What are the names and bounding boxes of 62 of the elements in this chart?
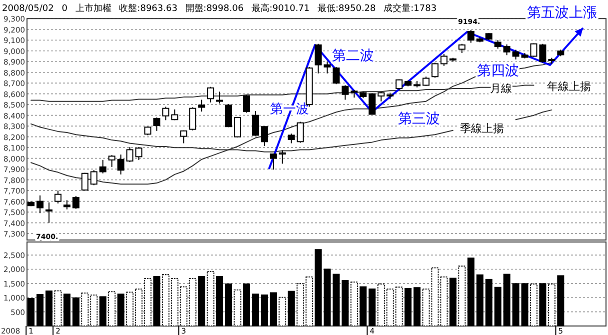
candlestick — [378, 91, 385, 102]
candlestick — [278, 150, 286, 164]
bar — [63, 294, 70, 326]
bar — [36, 294, 44, 326]
bar — [431, 267, 439, 326]
candlestick — [63, 200, 70, 210]
candlestick — [260, 126, 268, 146]
candlestick — [324, 61, 331, 74]
bar — [476, 274, 484, 326]
candlestick — [539, 43, 546, 64]
bar — [260, 294, 268, 326]
bar — [414, 287, 421, 326]
candlestick — [189, 106, 196, 131]
candlestick — [342, 84, 349, 100]
candlestick — [162, 106, 170, 121]
candlestick — [440, 54, 448, 66]
candlestick — [90, 170, 98, 186]
candlestick — [288, 133, 295, 144]
annotation: 季線上揚 — [460, 122, 504, 135]
candlestick — [503, 44, 510, 56]
candlestick — [99, 159, 106, 174]
annotation: 年線上揚 — [547, 80, 591, 93]
candlestick — [36, 194, 44, 214]
bar — [422, 288, 430, 326]
candlestick — [207, 86, 214, 103]
candlestick — [512, 49, 520, 60]
candlestick — [135, 146, 142, 160]
bar — [242, 283, 250, 326]
bar — [234, 290, 242, 326]
candlestick — [126, 146, 134, 163]
annotation: 第二波 — [332, 48, 374, 64]
bar — [252, 294, 259, 326]
candlestick — [45, 202, 52, 224]
candlestick — [332, 66, 340, 85]
candlestick — [270, 152, 277, 170]
candlestick — [252, 110, 259, 136]
bar — [440, 276, 448, 326]
candlestick — [72, 195, 80, 210]
candlestick — [431, 62, 438, 78]
annotation: 第五波上漲 — [527, 5, 597, 21]
candlestick — [234, 116, 242, 138]
candlestick — [153, 116, 160, 132]
bar — [485, 278, 492, 326]
candlestick — [242, 94, 250, 114]
annotation: 第三波 — [398, 111, 440, 127]
candlestick — [216, 91, 224, 104]
candlestick — [458, 43, 466, 54]
candlestick — [296, 121, 304, 144]
annotation: 第四波 — [477, 63, 519, 79]
bar — [467, 258, 474, 326]
candlestick — [117, 154, 124, 175]
candlestick — [368, 92, 376, 115]
candlestick — [314, 43, 322, 74]
candlestick — [54, 190, 62, 204]
candlestick — [198, 99, 206, 112]
candlestick — [225, 104, 232, 128]
bar — [225, 283, 232, 326]
candlestick — [180, 130, 188, 144]
chart-title: 2008/05/02 0 上市加權 收盤:8963.63 開盤:8998.06 最高:9010.71 最低:8950.28 成交量:1783 — [2, 3, 437, 14]
candlestick — [108, 154, 116, 168]
candlestick — [467, 29, 474, 44]
candlestick — [422, 76, 430, 86]
